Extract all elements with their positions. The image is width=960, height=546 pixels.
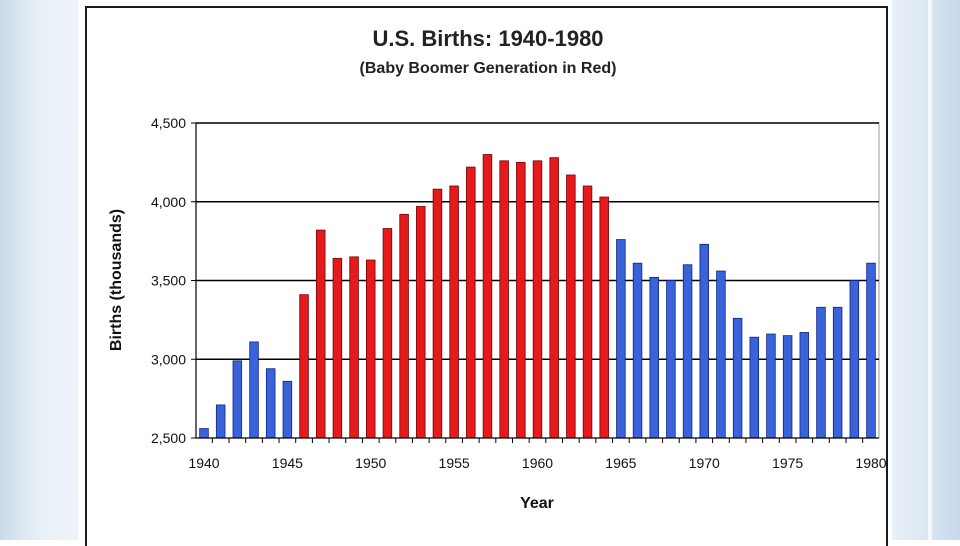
x-tick-label: 1940 [188, 455, 219, 471]
x-axis-label: Year [520, 495, 554, 512]
x-tick-label: 1980 [855, 455, 886, 471]
bar-1965 [616, 239, 626, 439]
chart-title: U.S. Births: 1940-1980 [372, 26, 603, 51]
x-tick-label: 1950 [355, 455, 386, 471]
x-tick-label: 1970 [689, 455, 720, 471]
x-tick-label: 1960 [522, 455, 553, 471]
bar-1979 [849, 280, 860, 439]
bar-1958 [499, 160, 509, 439]
bar-1948 [332, 258, 343, 439]
x-tick-label: 1945 [272, 455, 303, 471]
bar-1971 [716, 270, 726, 439]
bar-1957 [482, 154, 493, 439]
bar-1967 [649, 276, 659, 439]
x-tick-label: 1975 [772, 455, 803, 471]
y-tick-label: 2,500 [151, 430, 186, 446]
left-slide-border [0, 0, 78, 540]
bar-1944 [265, 368, 276, 439]
bar-1942 [232, 360, 243, 439]
bar-1949 [349, 256, 359, 439]
bar-1974 [766, 333, 776, 439]
bar-1972 [732, 317, 743, 439]
bar-1964 [599, 196, 609, 439]
bar-1952 [399, 213, 409, 439]
bar-1975 [782, 335, 793, 439]
bar-1963 [582, 185, 593, 439]
bar-1960 [532, 160, 543, 439]
chart-subtitle: (Baby Boomer Generation in Red) [360, 60, 617, 77]
bar-1976 [799, 332, 810, 439]
bar-1962 [566, 174, 576, 439]
bar-1947 [315, 229, 326, 439]
y-tick-label: 4,000 [151, 194, 186, 210]
bars [199, 154, 876, 439]
bar-1951 [382, 228, 393, 439]
border-stripe [928, 0, 932, 540]
bar-1955 [449, 185, 459, 439]
bar-1970 [699, 243, 709, 439]
bar-1953 [416, 206, 426, 439]
bar-1941 [215, 404, 226, 439]
bar-1946 [299, 294, 309, 439]
bar-1940 [199, 428, 209, 439]
axes [191, 122, 879, 443]
x-tick-label: 1965 [605, 455, 636, 471]
y-tick-label: 3,000 [151, 351, 186, 367]
right-slide-border [892, 0, 960, 540]
bar-1969 [682, 264, 693, 439]
bar-1968 [666, 280, 676, 439]
bar-1961 [549, 157, 559, 439]
bar-1950 [366, 259, 376, 439]
x-tick-labels: 1940 1945 1950 1955 1960 1965 1970 1975 1980 [188, 455, 886, 471]
bar-1980 [866, 262, 876, 439]
bar-1978 [832, 306, 843, 439]
bar-1945 [282, 380, 293, 439]
y-tick-label: 3,500 [151, 273, 186, 289]
bar-1959 [516, 161, 526, 439]
bar-1956 [466, 166, 476, 439]
bar-1954 [432, 188, 443, 439]
x-tick-label: 1955 [439, 455, 470, 471]
y-tick-label: 4,500 [151, 115, 186, 131]
bar-1943 [249, 341, 259, 439]
y-axis-label: Births (thousands) [108, 209, 125, 351]
y-tick-labels: 2,500 3,000 3,500 4,000 4,500 [151, 115, 186, 446]
bar-1966 [632, 262, 643, 439]
bar-1973 [749, 336, 760, 439]
bar-1977 [816, 306, 826, 439]
